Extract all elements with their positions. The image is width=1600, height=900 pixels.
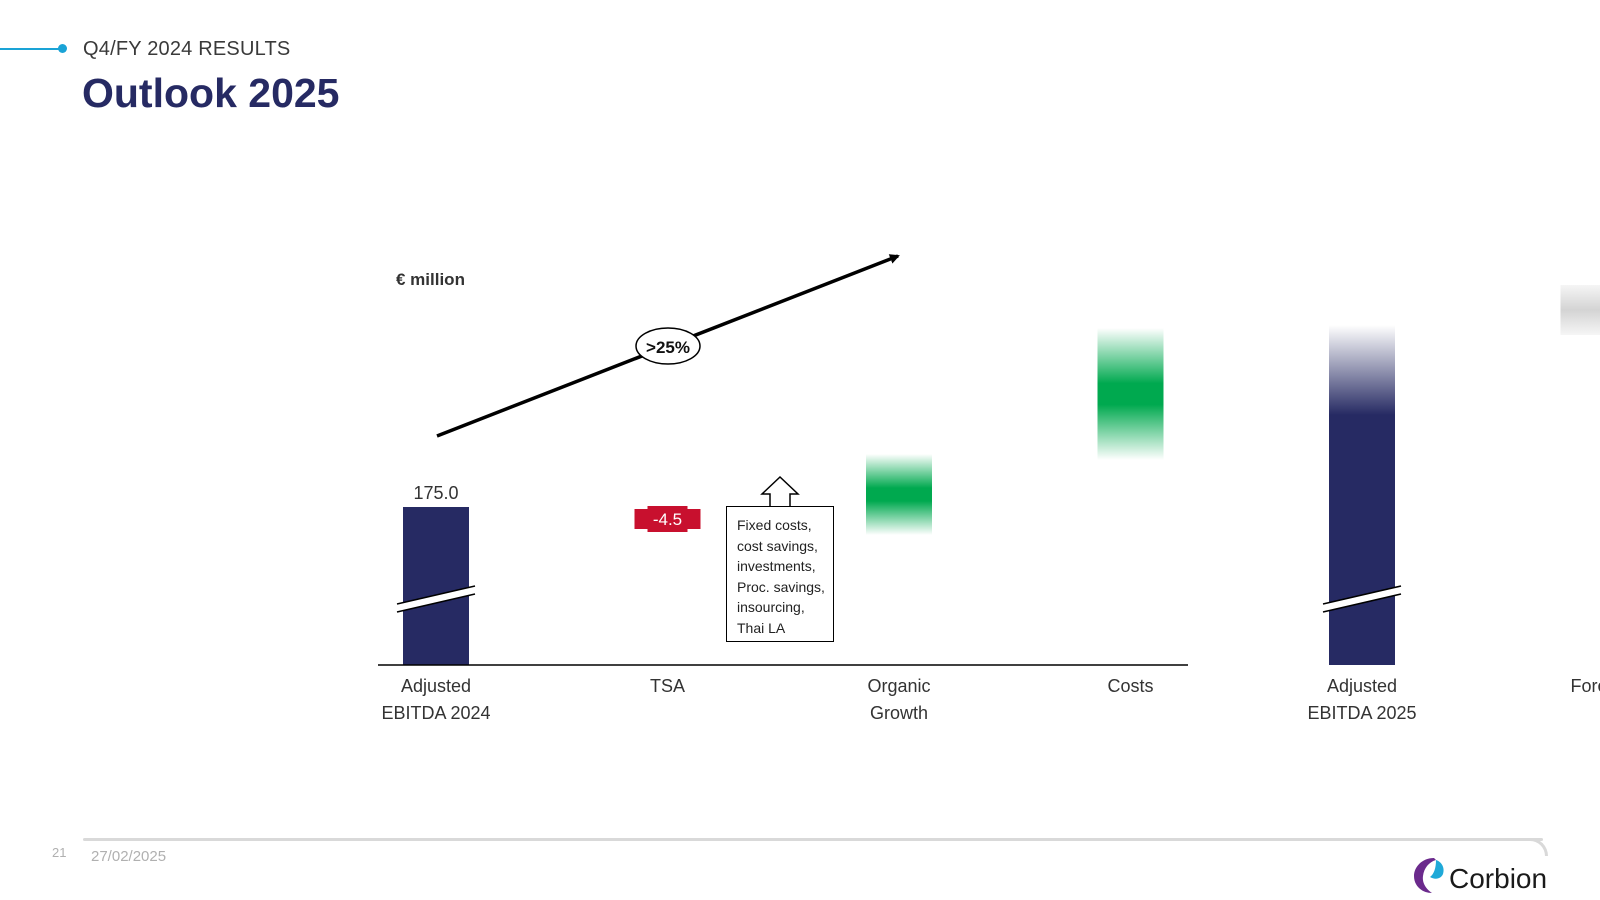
data-label: -4.5 (653, 510, 682, 529)
footer-date: 27/02/2025 (91, 848, 167, 865)
unit-label: € million (396, 270, 465, 289)
axis-break-line (396, 593, 476, 613)
section-label: Q4/FY 2024 RESULTS (83, 38, 291, 60)
x-tick-label-line: Costs (1107, 676, 1153, 696)
costs-callout: Fixed costs, cost savings, investments, … (726, 506, 834, 642)
x-tick-label: Adjusted EBITDA 2024 (381, 676, 490, 723)
callout-line: cost savings, (737, 537, 818, 554)
bar (1097, 328, 1164, 460)
x-tick-label: Organic Growth (867, 676, 930, 723)
bars-group (396, 285, 1600, 665)
footer-divider (83, 838, 1543, 841)
x-tick-label-line: EBITDA 2024 (381, 703, 490, 723)
x-tick-label-line: Growth (870, 703, 928, 723)
tick-labels-group: Adjusted EBITDA 2024 TSA Organic Growth Costs… (381, 676, 1600, 723)
x-tick-label: Forex (1570, 676, 1600, 696)
callout-line: Proc. savings, (737, 578, 825, 595)
axis-break-gap (1323, 586, 1401, 612)
data-label: 175.0 (413, 483, 458, 503)
bar-label-bg (647, 506, 688, 532)
callout-line: Thai LA (737, 619, 786, 636)
page-title: Outlook 2025 (82, 70, 340, 116)
x-tick-label-line: EBITDA 2025 (1307, 703, 1416, 723)
x-tick-label-line: Organic (867, 676, 930, 696)
x-tick-label: Adjusted EBITDA 2025 (1307, 676, 1416, 723)
bar (866, 454, 932, 535)
header-accent-line (0, 48, 62, 50)
x-tick-label-line: Adjusted (401, 676, 471, 696)
page-number: 21 (52, 845, 67, 860)
axis-break-line (1322, 585, 1402, 605)
corbion-logo-icon (1414, 858, 1444, 893)
bar (403, 507, 469, 665)
callout-pointer-arrow (760, 475, 800, 506)
callout-line: investments, (737, 558, 816, 574)
callout-line: insourcing, (737, 599, 805, 615)
bar (1329, 415, 1395, 665)
x-tick-label-line: TSA (650, 676, 685, 696)
axis-break-gap (397, 586, 475, 612)
callout-line: Fixed costs, (737, 517, 812, 533)
growth-label: >25% (646, 338, 690, 357)
data-labels-group: 175.0 -4.5 (413, 483, 682, 529)
bar-fade (1329, 325, 1395, 415)
x-tick-label-line: Adjusted (1327, 676, 1397, 696)
x-tick-label: Costs (1107, 676, 1153, 696)
header-accent-dot (58, 44, 67, 53)
x-tick-label-line: Forex (1570, 676, 1600, 696)
growth-label-ellipse (635, 327, 701, 365)
x-tick-label: TSA (650, 676, 685, 696)
axis-break-line (396, 585, 476, 605)
brand-name: Corbion (1449, 863, 1548, 894)
axis-break-line (1322, 593, 1402, 613)
bar (1560, 285, 1600, 335)
